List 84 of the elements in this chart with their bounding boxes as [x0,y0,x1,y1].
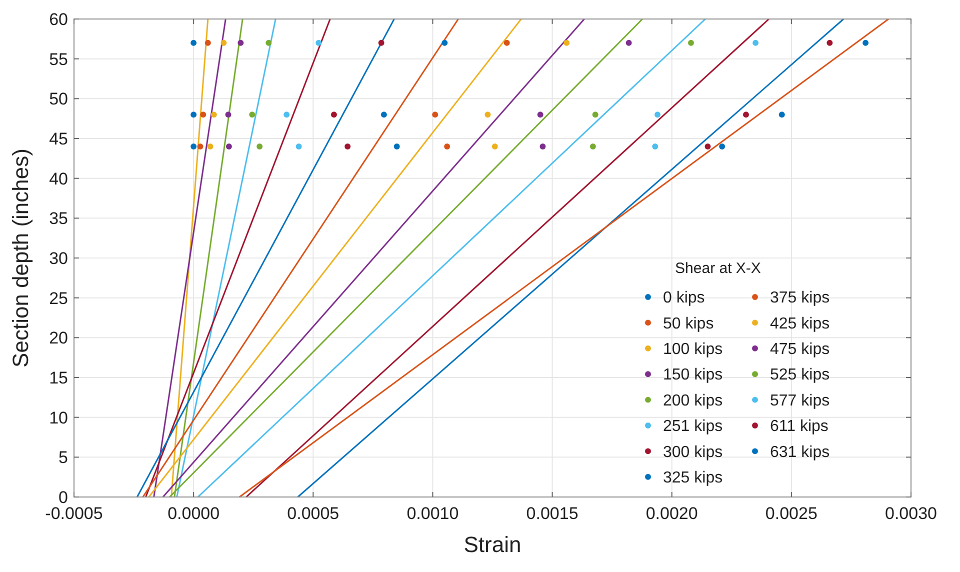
point [719,143,726,150]
point [210,112,217,118]
legend-label: 251 kips [663,418,723,436]
point [249,112,256,118]
point [238,40,244,46]
x-tick-label: 0.0030 [885,504,937,523]
legend-label: 525 kips [770,366,830,384]
point [220,40,227,46]
y-tick-label: 55 [49,50,68,69]
x-tick-label: 0.0025 [765,504,818,523]
legend-label: 631 kips [770,444,830,461]
legend-label: 325 kips [663,470,723,486]
point [378,40,384,46]
y-tick-label: 20 [49,328,68,348]
x-tick-label: 0.0005 [287,504,340,523]
point [704,143,711,150]
y-tick-label: 60 [49,10,68,29]
point [330,112,337,118]
point [442,40,448,46]
y-tick-label: 5 [58,448,68,468]
legend-label: 611 kips [770,418,828,436]
y-tick-label: 0 [58,488,68,507]
point [266,40,272,46]
legend-label: 150 kips [663,366,723,384]
y-tick-label: 45 [49,129,68,148]
point [652,143,658,150]
point [504,40,510,46]
point [537,112,544,118]
point [592,112,598,118]
point [190,143,197,150]
point [296,143,302,150]
point [204,40,211,46]
x-tick-label: 0.0000 [168,504,220,523]
y-tick-label: 35 [49,209,68,228]
legend-title: Shear at X-X [675,260,761,277]
y-tick-label: 10 [49,408,68,428]
y-axis-title: Section depth (inches) [8,148,33,368]
legend-label: 475 kips [770,341,830,358]
point [444,143,450,150]
point [752,40,759,46]
y-tick-label: 30 [49,248,68,268]
point [492,143,498,150]
point [284,112,290,118]
y-tick-label: 15 [49,368,68,388]
point [862,40,869,46]
point [394,143,400,150]
point [197,143,204,150]
point [344,143,351,150]
point [484,112,491,118]
x-tick-label: 0.0010 [406,504,459,523]
point [826,40,833,46]
point [778,112,785,118]
point [225,112,232,118]
legend-label: 200 kips [663,392,723,410]
y-tick-label: 25 [49,288,68,308]
legend-label: 577 kips [770,392,830,410]
legend-label: 375 kips [770,290,830,307]
point [380,112,387,118]
x-axis-title: Strain [464,532,522,557]
point [626,40,632,46]
point [688,40,694,46]
legend-label: 300 kips [663,444,723,461]
point [207,143,214,150]
x-tick-label: 0.0015 [526,504,578,523]
point [190,40,197,46]
legend-label: 0 kips [663,290,705,307]
point [256,143,263,150]
x-tick-label: 0.0020 [646,504,698,523]
point [564,40,570,46]
legend-label: 100 kips [663,341,723,358]
point [654,112,660,118]
point [743,112,749,118]
y-tick-label: 40 [49,169,68,188]
point [226,143,232,150]
y-tick-label: 50 [49,90,68,109]
legend-label: 50 kips [663,315,714,332]
x-tick-label: -0.0005 [45,504,103,523]
point [590,143,596,150]
point [200,112,206,118]
point [540,143,546,150]
legend-label: 425 kips [770,315,830,332]
point [432,112,438,118]
point [316,40,322,46]
point [190,112,197,118]
